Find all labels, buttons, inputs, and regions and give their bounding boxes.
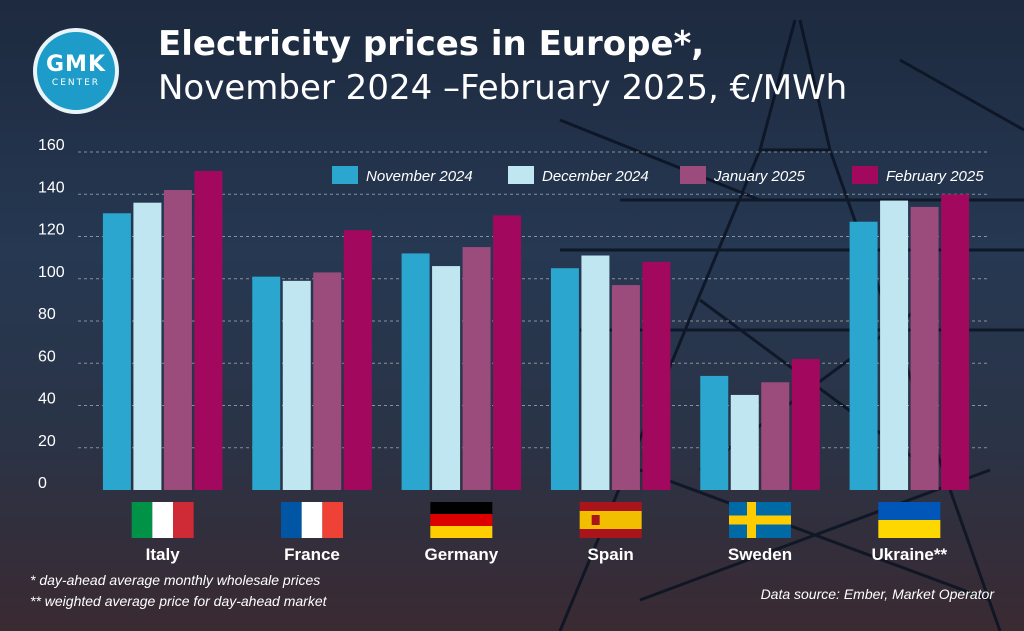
title-line-2: November 2024 –February 2025, €/MWh bbox=[158, 68, 848, 108]
legend-label: November 2024 bbox=[366, 168, 473, 185]
y-tick-label: 100 bbox=[38, 264, 65, 281]
bar bbox=[611, 285, 640, 490]
bar bbox=[163, 190, 192, 490]
legend-label: December 2024 bbox=[542, 168, 649, 185]
category-label: France bbox=[284, 545, 340, 564]
bar bbox=[401, 253, 430, 490]
legend-label: February 2025 bbox=[886, 168, 984, 185]
france-flag bbox=[281, 502, 343, 538]
sweden-flag bbox=[729, 502, 791, 538]
category-label: Sweden bbox=[728, 545, 792, 564]
bar bbox=[313, 272, 342, 490]
category-label: Spain bbox=[588, 545, 634, 564]
category-label: Ukraine** bbox=[872, 545, 948, 564]
bar bbox=[133, 202, 162, 490]
data-source: Data source: Ember, Market Operator bbox=[760, 586, 994, 602]
bar bbox=[791, 359, 820, 490]
bar bbox=[550, 268, 579, 490]
bar bbox=[730, 394, 759, 490]
y-tick-label: 160 bbox=[38, 137, 65, 154]
gmk-center-logo: GMK CENTER bbox=[33, 28, 119, 114]
bar bbox=[462, 247, 491, 490]
category-label: Italy bbox=[146, 545, 181, 564]
bar bbox=[252, 276, 281, 490]
bar bbox=[761, 382, 790, 490]
bar bbox=[880, 200, 909, 490]
bar bbox=[102, 213, 131, 490]
bar bbox=[343, 230, 372, 490]
bar bbox=[432, 266, 461, 490]
y-tick-label: 0 bbox=[38, 475, 47, 492]
title-line-1: Electricity prices in Europe*, bbox=[158, 24, 705, 64]
bar bbox=[194, 171, 223, 490]
footnote-2: ** weighted average price for day-ahead … bbox=[30, 593, 327, 609]
logo-main-text: GMK bbox=[46, 52, 106, 77]
legend-swatch bbox=[852, 166, 878, 184]
bar bbox=[642, 261, 671, 490]
bar bbox=[493, 215, 522, 490]
legend-swatch bbox=[680, 166, 706, 184]
y-tick-label: 80 bbox=[38, 306, 56, 323]
footnote-1: * day-ahead average monthly wholesale pr… bbox=[30, 572, 321, 588]
chart-title: Electricity prices in Europe*, November … bbox=[158, 22, 847, 110]
y-tick-label: 60 bbox=[38, 348, 56, 365]
bar bbox=[282, 280, 311, 490]
y-tick-label: 20 bbox=[38, 433, 56, 450]
bar bbox=[581, 255, 610, 490]
bar bbox=[941, 194, 970, 490]
spain-flag bbox=[579, 502, 642, 538]
ukraine-flag bbox=[878, 502, 941, 538]
italy-flag bbox=[131, 502, 194, 538]
bar bbox=[700, 375, 729, 490]
legend-swatch bbox=[508, 166, 534, 184]
legend-label: January 2025 bbox=[713, 168, 806, 185]
logo-sub-text: CENTER bbox=[51, 78, 101, 88]
y-tick-label: 40 bbox=[38, 391, 56, 408]
bar bbox=[910, 206, 939, 491]
bar bbox=[849, 221, 878, 490]
y-tick-label: 140 bbox=[38, 179, 65, 196]
germany-flag bbox=[430, 502, 493, 538]
legend-swatch bbox=[332, 166, 358, 184]
y-tick-label: 120 bbox=[38, 222, 65, 239]
category-label: Germany bbox=[424, 545, 498, 564]
